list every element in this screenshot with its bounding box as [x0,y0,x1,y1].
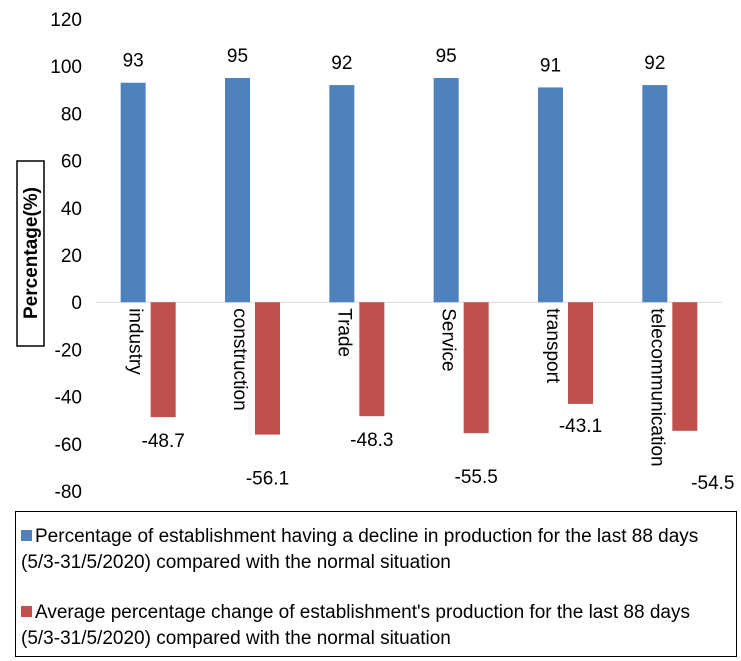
data-label-series-1: 91 [540,55,561,76]
y-tick-label: 60 [61,152,82,173]
legend: Percentage of establishment having a dec… [15,511,737,657]
data-label-series-1: 95 [436,46,457,67]
bar-series-1 [120,82,146,303]
legend-item-series-1: Percentage of establishment having a dec… [21,524,731,576]
y-axis-label: Percentage(%) [21,187,42,319]
y-axis-label-group: Percentage(%) [16,160,45,347]
y-tick-label: 80 [61,104,82,125]
bar-series-2 [150,302,176,418]
y-axis-label-box [16,160,45,347]
legend-swatch-series-1 [21,530,32,541]
bar-series-1 [433,78,459,303]
bar-series-1 [225,78,250,303]
chart-svg: 120 100 80 60 40 20 0 -20 -40 -60 -80 Percentage(%)… [16,10,734,503]
data-label-series-2: -43.1 [559,416,602,437]
data-label-series-2: -55.5 [455,467,498,488]
y-tick-label: -60 [55,435,82,456]
data-label-series-2: -48.7 [142,431,185,452]
bar-series-2 [463,302,489,434]
y-tick-label: 120 [50,10,82,31]
legend-swatch-series-2 [21,606,32,617]
data-label-series-1: 92 [644,53,665,74]
y-tick-label: -80 [55,482,82,503]
bar-series-1 [329,85,355,303]
bar-series-2 [568,302,593,404]
y-tick-label: 40 [61,199,82,220]
bar-series-2 [672,302,698,431]
bar-series-1 [642,85,668,303]
y-tick-label: -20 [55,340,82,361]
bar-series-1 [538,87,563,303]
category-label: Trade [333,308,354,357]
data-label-series-1: 92 [331,53,352,74]
legend-label-series-1: Percentage of establishment having a dec… [21,526,699,573]
y-tick-label: -40 [55,388,82,409]
y-tick-label: 20 [61,246,82,267]
y-tick-label: 100 [50,57,82,78]
data-label-series-1: 95 [227,46,248,67]
data-label-series-1: 93 [123,51,144,72]
category-label: telecommunication [646,308,667,466]
category-label: construction [229,308,250,410]
y-tick-label: 0 [71,293,82,314]
data-label-series-2: -56.1 [246,469,289,490]
category-label: industry [125,308,146,375]
category-label: Service [438,308,459,371]
category-label: transport [542,308,563,384]
data-label-series-2: -48.3 [350,430,393,451]
bar-series-2 [359,302,385,417]
legend-item-series-2: Average percentage change of establishme… [21,600,731,652]
data-label-series-2: -54.5 [691,473,734,494]
bar-series-2 [255,302,280,435]
legend-label-series-2: Average percentage change of establishme… [21,602,690,649]
